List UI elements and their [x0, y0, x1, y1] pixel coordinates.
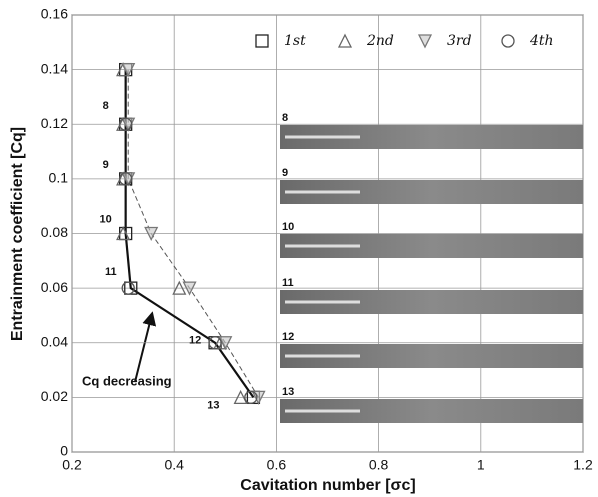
- marker-square: [255, 34, 269, 48]
- x-axis-title: Cavitation number [σc]: [240, 477, 415, 494]
- point-label: 8: [103, 100, 109, 112]
- legend-label: 4th: [529, 33, 554, 49]
- x-tick-label: 1.2: [573, 457, 593, 473]
- marker-circle: [119, 117, 133, 131]
- x-tick-label: 0.2: [62, 457, 82, 473]
- marker-circle: [244, 390, 258, 405]
- legend-label: 1st: [284, 33, 306, 49]
- annotation: Cq decreasing: [82, 373, 172, 388]
- marker-circle: [121, 281, 135, 295]
- marker-triangle: [233, 389, 248, 405]
- marker-triangle: [337, 33, 353, 48]
- x-tick-label: 1: [477, 457, 485, 473]
- marker-triangle-down: [144, 226, 159, 241]
- x-tick-label: 0.6: [267, 457, 287, 473]
- y-tick-label: 0.04: [41, 333, 68, 349]
- y-tick-label: 0.1: [49, 170, 69, 186]
- image-label: 8: [282, 112, 288, 124]
- marker-triangle: [116, 226, 131, 241]
- point-label: 10: [100, 213, 112, 225]
- image-label: 9: [282, 167, 288, 179]
- legend-label: 2nd: [366, 33, 394, 49]
- marker-circle: [208, 336, 222, 350]
- point-label: 9: [103, 159, 109, 171]
- image-label: 12: [282, 331, 294, 343]
- y-tick-label: 0.06: [41, 279, 68, 295]
- point-label: 13: [207, 399, 219, 411]
- y-tick-label: 0.02: [41, 388, 68, 404]
- image-label: 13: [282, 386, 294, 398]
- point-label: 11: [105, 266, 117, 278]
- marker-triangle-down: [121, 62, 136, 78]
- y-tick-label: 0.16: [41, 6, 68, 22]
- legend-label: 3rd: [447, 33, 472, 49]
- y-tick-label: 0.08: [41, 224, 68, 240]
- y-tick-label: 0.12: [41, 115, 68, 131]
- marker-circle: [119, 172, 133, 186]
- y-tick-label: 0.14: [41, 60, 68, 76]
- marker-triangle-down: [417, 34, 433, 49]
- marker-triangle-down: [182, 281, 197, 296]
- point-label: 12: [189, 335, 201, 347]
- marker-circle: [501, 34, 515, 48]
- x-tick-label: 0.8: [369, 457, 389, 473]
- image-label: 11: [282, 277, 294, 289]
- x-tick-label: 0.4: [164, 457, 184, 473]
- annotation-arrow: [134, 311, 157, 383]
- marker-triangle-down: [218, 336, 233, 351]
- y-tick-label: 0: [60, 443, 68, 459]
- y-axis-title: Entrainment coefficient [Cq]: [9, 127, 26, 341]
- image-label: 10: [282, 221, 294, 233]
- marker-triangle: [172, 280, 187, 295]
